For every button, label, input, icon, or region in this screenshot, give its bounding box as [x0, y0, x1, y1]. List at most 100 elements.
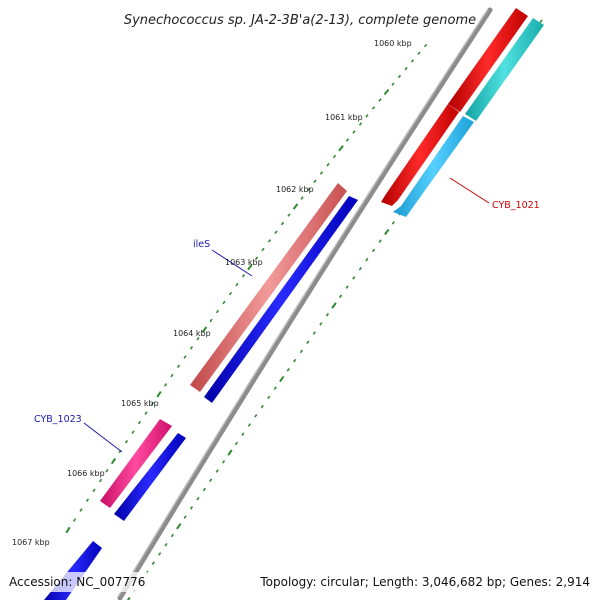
inner-track-tick [137, 420, 142, 425]
inner-track-tick [235, 282, 239, 287]
gene-sky-lower[interactable] [393, 116, 474, 217]
outer-track-tick [352, 276, 356, 280]
outer-track-tick [241, 432, 245, 436]
scale-label-1064: 1064 kbp [173, 329, 211, 338]
inner-track-tick [254, 256, 259, 260]
inner-track-tick [397, 74, 402, 79]
inner-track-tick [352, 130, 356, 134]
gene-blue-lower[interactable] [114, 433, 186, 521]
inner-track-tick [170, 373, 174, 378]
inner-track-tick [189, 346, 194, 350]
gene-label-cyb1021[interactable]: CYB_1021 [492, 200, 540, 211]
outer-track-tick [378, 239, 382, 243]
inner-track-tick [222, 300, 226, 305]
inner-track-tick [313, 179, 317, 184]
inner-track-tick [319, 171, 324, 175]
inner-track-tick [378, 98, 382, 102]
inner-track-tick [345, 138, 350, 142]
outer-track-tick [273, 386, 277, 390]
outer-track-tick [234, 441, 239, 446]
inner-track-tick [79, 508, 83, 512]
inner-track-tick [274, 230, 278, 234]
gene-cyb1023[interactable] [100, 419, 172, 508]
inner-track-tick [196, 336, 200, 341]
outer-track-tick [196, 496, 200, 501]
inner-track-tick [241, 274, 246, 278]
genome-backbone [117, 7, 493, 600]
inner-track-tick [391, 82, 395, 86]
outer-track-tick [384, 228, 390, 236]
inner-track-tick [292, 203, 299, 210]
outer-track-tick [126, 596, 131, 600]
inner-track-tick [163, 383, 168, 387]
gene-iles[interactable] [190, 183, 347, 392]
cyb1021-leader [449, 177, 490, 204]
inner-track-tick [306, 187, 311, 192]
outer-track-tick [260, 404, 264, 409]
inner-track-tick [150, 401, 155, 406]
gene-blue-iles[interactable] [204, 196, 358, 403]
footer-summary: Topology: circular; Length: 3,046,682 bp… [259, 575, 590, 589]
gene-label-cyb1023[interactable]: CYB_1023 [34, 414, 82, 425]
inner-track-tick [201, 326, 208, 333]
inner-track-tick [156, 391, 162, 398]
inner-track-tick [183, 355, 187, 359]
footer-accession: Accession: NC_007776 [9, 575, 145, 589]
iles-leader [211, 249, 253, 277]
scale-label-1067: 1067 kbp [12, 538, 50, 547]
inner-track-tick [261, 247, 265, 252]
outer-track-tick [170, 533, 174, 538]
inner-track-tick [338, 145, 344, 152]
inner-track-tick [371, 106, 376, 110]
outer-track-tick [286, 368, 290, 372]
outer-track-tick [164, 542, 168, 547]
outer-track-tick [358, 267, 362, 271]
inner-track-tick [215, 309, 220, 314]
outer-track-tick [189, 506, 194, 510]
outer-track-tick [267, 395, 271, 400]
map-title: Synechococcus sp. JA-2-3B'a(2-13), compl… [124, 13, 476, 28]
inner-track-tick [72, 518, 77, 522]
outer-track-tick [209, 478, 213, 483]
outer-track-tick [151, 561, 155, 565]
outer-track-tick [158, 552, 162, 556]
footer-accession-bg [6, 572, 148, 592]
inner-track-tick [110, 457, 117, 465]
outer-track-tick [202, 487, 206, 492]
outer-track-tick [391, 221, 395, 225]
outer-track-tick [319, 322, 323, 326]
inner-track-tick [410, 59, 415, 63]
inner-track-tick [98, 478, 103, 483]
inner-track-tick [144, 411, 148, 415]
outer-track-tick [293, 358, 297, 363]
gene-cyan-upper[interactable] [465, 18, 544, 121]
outer-track-tick [254, 414, 258, 418]
outer-track-tick [331, 302, 337, 309]
inner-track-tick [85, 498, 90, 502]
outer-track-tick [222, 460, 226, 464]
inner-track-tick [228, 291, 233, 296]
gene-red-upper[interactable] [448, 8, 528, 112]
scale-label-1065: 1065 kbp [121, 399, 159, 408]
gene-red-cyb1021[interactable] [381, 104, 459, 206]
scale-label-1062: 1062 kbp [276, 185, 314, 194]
outer-track-tick [183, 515, 187, 519]
inner-track-tick [326, 162, 330, 167]
outer-track-tick [279, 375, 285, 383]
outer-track-tick [338, 294, 343, 299]
genome-backbone-highlight [117, 8, 489, 598]
cyb1023-leader [83, 422, 123, 453]
scale-label-1061: 1061 kbp [325, 113, 363, 122]
inner-track-tick [176, 364, 181, 369]
inner-track-tick [365, 114, 369, 118]
outer-track-tick [299, 349, 303, 354]
inner-track-tick [267, 239, 272, 243]
inner-track-tick [124, 439, 129, 444]
inner-track-tick [358, 122, 363, 126]
outer-track-tick [539, 19, 543, 23]
gene-label-iles[interactable]: ileS [193, 239, 210, 250]
inner-track-tick [300, 196, 304, 200]
inner-track-tick [131, 430, 135, 434]
inner-track-tick [247, 263, 253, 271]
